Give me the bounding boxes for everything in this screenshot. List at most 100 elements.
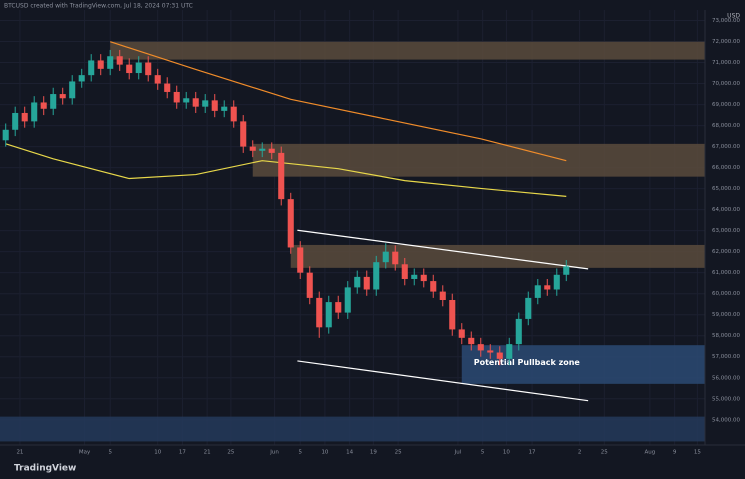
- candle-body: [145, 62, 152, 76]
- x-tick-label: 5: [298, 450, 302, 456]
- candle-body: [544, 285, 551, 290]
- candle-body: [392, 251, 399, 265]
- plot: Potential Pullback zone: [0, 10, 706, 445]
- candle-body: [553, 274, 560, 290]
- x-tick-label: 5: [481, 450, 485, 456]
- candle-body: [449, 300, 456, 330]
- candle-body: [335, 302, 342, 313]
- candle-body: [411, 274, 418, 279]
- x-tick-label: 15: [694, 450, 701, 456]
- candle-body: [439, 291, 446, 300]
- y-tick-label: 67,000.00: [712, 144, 740, 150]
- candle-body: [126, 64, 133, 74]
- candle-body: [363, 276, 370, 290]
- y-tick-label: 57,000.00: [712, 354, 740, 360]
- overlay-line: [110, 41, 567, 162]
- x-tick-label: 17: [529, 450, 536, 456]
- candle-body: [240, 121, 247, 147]
- y-tick-label: 64,000.00: [712, 207, 740, 213]
- candle-body: [221, 106, 228, 111]
- y-tick-label: 58,000.00: [712, 333, 740, 339]
- candle-body: [259, 148, 266, 151]
- candle-body: [278, 152, 285, 200]
- candle-body: [373, 262, 380, 290]
- candle-body: [69, 81, 76, 99]
- candle-body: [135, 62, 142, 74]
- x-tick-label: 25: [601, 450, 608, 456]
- x-tick-label: 17: [179, 450, 186, 456]
- candle-body: [287, 199, 294, 248]
- x-tick-label: 19: [370, 450, 377, 456]
- candle-body: [173, 91, 180, 103]
- y-tick-label: 55,000.00: [712, 396, 740, 402]
- candle-body: [515, 318, 522, 345]
- candle-body: [268, 148, 275, 153]
- x-tick-label: 10: [503, 450, 510, 456]
- y-tick-label: 68,000.00: [712, 123, 740, 129]
- x-tick-label: 14: [346, 450, 353, 456]
- candle-body: [401, 264, 408, 279]
- x-tick-label: 10: [321, 450, 328, 456]
- x-tick-label: Jul: [454, 450, 462, 456]
- y-tick-label: 70,000.00: [712, 81, 740, 87]
- y-tick-label: 56,000.00: [712, 375, 740, 381]
- candle-body: [487, 350, 494, 353]
- x-tick-label: May: [79, 450, 91, 456]
- candle-body: [21, 112, 28, 122]
- candle-body: [116, 56, 123, 65]
- candle-body: [325, 302, 332, 328]
- candle-body: [458, 329, 465, 338]
- candle-body: [183, 98, 190, 103]
- x-tick-label: 25: [395, 450, 402, 456]
- x-tick-label: Jun: [269, 450, 279, 456]
- y-tick-label: 61,000.00: [712, 270, 740, 276]
- candle-body: [154, 75, 161, 84]
- zone: [461, 345, 705, 384]
- candle-body: [477, 344, 484, 351]
- candle-body: [164, 83, 171, 92]
- y-tick-label: 66,000.00: [712, 165, 740, 171]
- x-tick-label: 21: [204, 450, 211, 456]
- y-tick-label: 65,000.00: [712, 186, 740, 192]
- y-tick-label: 71,000.00: [712, 60, 740, 66]
- x-tick-label: Aug: [645, 450, 656, 456]
- candle-body: [563, 266, 570, 275]
- candle-body: [354, 276, 361, 288]
- zone-label: Potential Pullback zone: [474, 358, 581, 367]
- candle-body: [420, 274, 427, 282]
- candle-body: [78, 75, 85, 82]
- x-tick-label: 10: [154, 450, 161, 456]
- candle-body: [88, 60, 95, 76]
- candle-body: [230, 106, 237, 122]
- brand: TradingView: [14, 464, 76, 474]
- x-tick-label: 5: [108, 450, 112, 456]
- candle-body: [382, 251, 389, 263]
- candle-body: [192, 98, 199, 107]
- x-tick-label: 2: [578, 450, 582, 456]
- candle-body: [31, 102, 38, 122]
- candle-body: [525, 297, 532, 319]
- candle-body: [40, 102, 47, 109]
- y-tick-label: 69,000.00: [712, 102, 740, 108]
- candle-body: [506, 344, 513, 359]
- candle-body: [211, 100, 218, 111]
- y-tick-label: 72,000.00: [712, 39, 740, 45]
- overlay-line: [297, 360, 589, 402]
- candle-body: [97, 60, 104, 69]
- overlay-line: [5, 143, 567, 197]
- candle-body: [59, 94, 66, 99]
- y-tick-label: 54,000.00: [712, 417, 740, 423]
- candle-body: [316, 297, 323, 328]
- candle-body: [534, 285, 541, 298]
- y-tick-label: 62,000.00: [712, 249, 740, 255]
- zone: [252, 143, 706, 177]
- candle-body: [297, 247, 304, 273]
- candle-body: [107, 56, 114, 69]
- overlay-line: [297, 229, 589, 270]
- y-tick-label: 63,000.00: [712, 228, 740, 234]
- zone: [0, 416, 705, 442]
- y-tick-label: 59,000.00: [712, 312, 740, 318]
